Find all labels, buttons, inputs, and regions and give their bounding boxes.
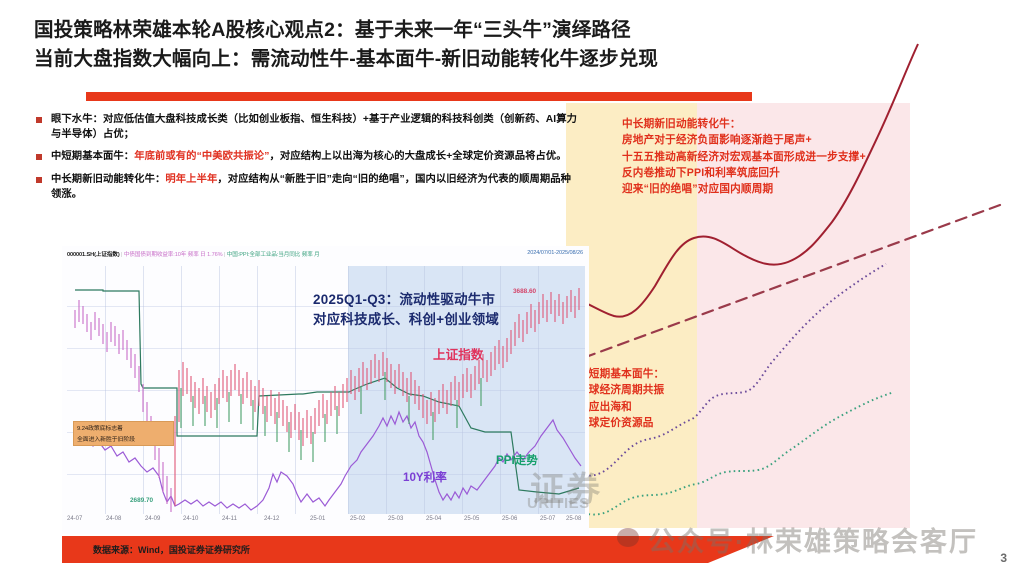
bullet-2-seg-3: ，对应结构上以出海为核心的大盘成长+全球定价资源品将占优。 <box>269 151 567 163</box>
gridline <box>257 266 258 514</box>
policy-annotation-line-2: 全面进入新胜于旧阶段 <box>77 437 135 443</box>
bullet-square-icon <box>36 117 42 123</box>
bullet-3-seg-3: ，对应结构从“新胜于旧”走向“旧的绝唱”，国内以旧经济为代表的顺周期品种领涨。 <box>51 173 572 200</box>
chart-code-label: 000001.SH(上证指数) <box>67 252 120 258</box>
x-tick: 25-06 <box>502 516 518 522</box>
securities-watermark-cn: 证券 <box>530 471 602 509</box>
list-item: 眼下水牛：对应低估值大盘科技成长类（比如创业板指、恒生科技）+基于产业逻辑的科技… <box>36 112 581 142</box>
gridline <box>67 306 585 307</box>
gridline <box>500 266 501 514</box>
forecast-text-midterm: 中短期基本面牛： 全球经济周期共振 对应出海和 全球定价资源品 <box>578 366 664 431</box>
chart-legend-header: 000001.SH(上证指数) | 中债国债到期收益率:10年 频率 日 1.7… <box>67 250 583 258</box>
bullet-2-seg-1: 中短期基本面牛： <box>51 151 135 163</box>
bullet-text: 中长期新旧动能转化牛：明年上半年，对应结构从“新胜于旧”走向“旧的绝唱”，国内以… <box>51 172 581 202</box>
gridline <box>295 266 296 514</box>
midterm-line-2: 全球经济周期共振 <box>578 384 665 397</box>
x-tick: 24-09 <box>145 516 161 522</box>
gridline <box>348 266 349 514</box>
gridline <box>538 266 539 514</box>
longterm-line-1: 中长期新旧动能转化牛： <box>622 118 741 130</box>
bullet-3-seg-1: 中长期新旧动能转化牛： <box>51 173 166 185</box>
bullet-text: 中短期基本面牛：年底前或有的“中美欧共振论”，对应结构上以出海为核心的大盘成长+… <box>51 149 567 164</box>
title-line-2: 当前大盘指数大幅向上：需流动性牛-基本面牛-新旧动能转化牛逐步兑现 <box>34 48 659 70</box>
page-title: 国投策略林荣雄本轮A股核心观点2：基于未来一年“三头牛”演绎路径 当前大盘指数大… <box>34 16 1006 74</box>
bullet-2-highlight: 年底前或有的“中美欧共振论” <box>134 151 270 163</box>
securities-watermark-en: URITIES <box>527 495 590 512</box>
policy-annotation-line-1: 9.24政策底标志着 <box>77 426 123 432</box>
chart-series-svg <box>74 288 582 512</box>
liquidity-bull-annotation: 2025Q1-Q3：流动性驱动牛市 对应科技成长、科创+创业领域 <box>313 290 499 330</box>
bullet-text: 眼下水牛：对应低估值大盘科技成长类（比如创业板指、恒生科技）+基于产业逻辑的科技… <box>51 112 581 142</box>
rate-series-label: 10Y利率 <box>403 471 447 484</box>
longterm-line-4: 反内卷推动下PPI和利率筑底回升 <box>622 166 780 179</box>
bullet-3-highlight: 明年上半年 <box>165 173 218 185</box>
x-tick: 25-04 <box>426 516 442 522</box>
sse-index-series-label: 上证指数 <box>433 348 484 362</box>
gridline <box>67 390 585 391</box>
footer-bar <box>62 536 708 563</box>
gridline <box>386 266 387 514</box>
price-chart[interactable]: 000001.SH(上证指数) | 中债国债到期收益率:10年 频率 日 1.7… <box>62 246 589 534</box>
gridline <box>67 474 585 475</box>
list-item: 中短期基本面牛：年底前或有的“中美欧共振论”，对应结构上以出海为核心的大盘成长+… <box>36 149 581 164</box>
longterm-line-3: 十五五推动高新经济对宏观基本面形成进一步支撑+ <box>622 150 866 163</box>
midterm-line-4: 全球定价资源品 <box>578 416 654 429</box>
chart-x-axis: 24-07 24-08 24-09 24-10 24-11 24-12 25-0… <box>67 516 585 530</box>
chart-series-10y-label: 中债国债到期收益率:10年 频率 日 1.76% <box>123 252 223 258</box>
liquidity-annotation-line-1: 2025Q1-Q3：流动性驱动牛市 <box>313 292 496 307</box>
index-low-label: 2689.70 <box>130 497 154 504</box>
wechat-logo-icon <box>617 528 639 547</box>
x-tick: 25-03 <box>388 516 404 522</box>
x-tick: 24-07 <box>67 516 83 522</box>
liquidity-annotation-line-2: 对应科技成长、科创+创业领域 <box>313 312 500 327</box>
gridline <box>67 348 585 349</box>
title-line-1: 国投策略林荣雄本轮A股核心观点2：基于未来一年“三头牛”演绎路径 <box>34 19 631 41</box>
key-views-list: 眼下水牛：对应低估值大盘科技成长类（比如创业板指、恒生科技）+基于产业逻辑的科技… <box>36 112 581 209</box>
x-tick: 24-11 <box>222 516 237 522</box>
x-tick: 25-05 <box>464 516 480 522</box>
chart-date-range: 2024/07/01-2025/08/26 <box>527 250 583 256</box>
ppi-series-label: PPI走势 <box>496 454 538 467</box>
bullet-1-seg-2: 的科技科创类（创新药、AI算力与半导体）占优； <box>51 114 578 141</box>
title-underline-bar <box>86 92 752 101</box>
bullet-1-seg-1: 眼下水牛：对应低估值大盘科技成长类（比如创业板指、恒生科技）+基于产业逻辑 <box>51 114 432 125</box>
x-tick: 24-08 <box>106 516 122 522</box>
index-high-label: 3688.60 <box>513 288 537 295</box>
gridline <box>67 432 585 433</box>
gridline <box>424 266 425 514</box>
x-tick: 24-12 <box>264 516 280 522</box>
x-tick: 25-07 <box>540 516 556 522</box>
ppi-line <box>75 289 580 495</box>
rate-line <box>74 410 582 511</box>
policy-bottom-annotation: 9.24政策底标志着 全面进入新胜于旧阶段 <box>73 421 174 446</box>
longterm-line-5: 迎来“旧的绝唱”对应国内顺周期 <box>622 183 774 196</box>
x-tick: 25-08 <box>566 516 582 522</box>
forecast-text-longterm: 中长期新旧动能转化牛： 房地产对于经济负面影响逐渐趋于尾声+ 十五五推动高新经济… <box>622 116 866 197</box>
bullet-square-icon <box>36 176 42 183</box>
list-item: 中长期新旧动能转化牛：明年上半年，对应结构从“新胜于旧”走向“旧的绝唱”，国内以… <box>36 172 581 202</box>
data-source-label: 数据来源：Wind，国投证券证券研究所 <box>93 545 250 555</box>
footer-triangle-decoration <box>708 536 774 563</box>
chart-plot-region: 3688.60 9.24政策底标志着 全面进入新胜于旧阶段 2025Q1-Q3：… <box>67 266 585 514</box>
chart-series-ppi-label: 中国:PPI:全部工业品:当月同比 频率 月 <box>226 252 320 258</box>
wechat-account-watermark: 公众号·林荣雄策略会客厅 <box>648 527 978 557</box>
x-tick: 25-01 <box>310 516 326 522</box>
gridline <box>105 266 106 514</box>
page-number: 3 <box>1000 551 1007 565</box>
longterm-line-2: 房地产对于经济负面影响逐渐趋于尾声+ <box>622 134 812 147</box>
x-tick: 25-02 <box>350 516 366 522</box>
index-candlesticks <box>74 288 580 512</box>
x-tick: 24-10 <box>183 516 199 522</box>
midterm-line-1: 中短期基本面牛： <box>578 368 665 380</box>
bullet-square-icon <box>36 154 42 161</box>
midterm-line-3: 对应出海和 <box>578 400 632 413</box>
